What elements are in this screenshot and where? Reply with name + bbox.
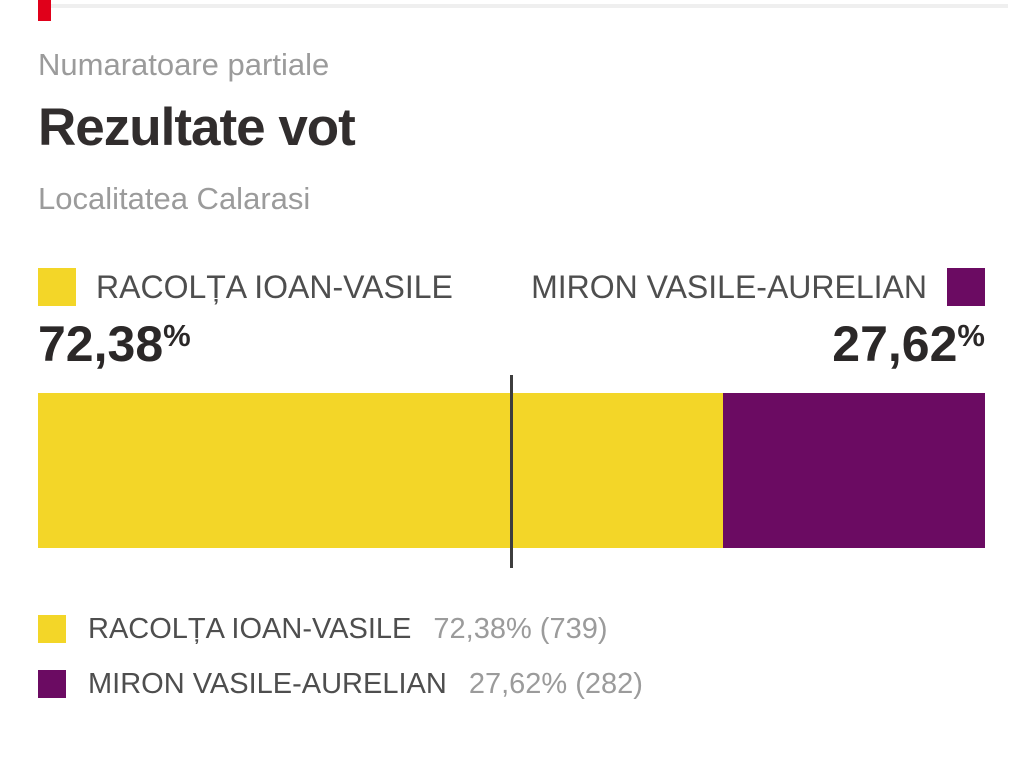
bottom-legend-row-2: MIRON VASILE-AURELIAN 27,62% (282): [38, 668, 985, 700]
candidate-2-swatch-icon: [947, 268, 985, 306]
candidate-1-name: RACOLȚA IOAN-VASILE: [96, 268, 453, 305]
candidate-1-percent-value: 72,38: [38, 316, 164, 372]
bottom-legend: RACOLȚA IOAN-VASILE 72,38% (739) MIRON V…: [38, 613, 985, 723]
candidate-2-swatch-icon: [38, 670, 66, 698]
result-bar-area: [38, 375, 985, 568]
bar-segment-0: [38, 393, 724, 548]
top-divider: [38, 4, 1008, 8]
candidate-1-percent: 72,38%: [38, 318, 191, 371]
candidate-1-swatch-icon: [38, 615, 66, 643]
candidate-1-result: 72,38% (739): [433, 612, 608, 645]
candidate-1-percent-unit: %: [163, 318, 191, 353]
candidate-2-name: MIRON VASILE-AURELIAN: [531, 268, 927, 305]
brand-red-mark: [38, 0, 51, 21]
candidate-2-name: MIRON VASILE-AURELIAN: [88, 667, 447, 700]
candidate-2-percent-value: 27,62: [832, 316, 958, 372]
top-legend-candidate-1: RACOLȚA IOAN-VASILE: [38, 268, 453, 306]
page-title: Rezultate vot: [38, 98, 356, 157]
location-subtitle: Localitatea Calarasi: [38, 181, 311, 216]
fifty-percent-midline: [510, 375, 513, 568]
candidate-2-percent-unit: %: [957, 318, 985, 353]
percent-row: 72,38% 27,62%: [38, 318, 985, 372]
bottom-legend-row-1: RACOLȚA IOAN-VASILE 72,38% (739): [38, 613, 985, 645]
bar-segment-1: [723, 393, 985, 548]
top-legend-candidate-2: MIRON VASILE-AURELIAN: [531, 268, 985, 306]
candidate-2-result: 27,62% (282): [468, 667, 643, 700]
candidate-1-swatch-icon: [38, 268, 76, 306]
candidate-2-percent: 27,62%: [832, 318, 985, 371]
top-legend: RACOLȚA IOAN-VASILE MIRON VASILE-AURELIA…: [38, 267, 985, 307]
candidate-1-name: RACOLȚA IOAN-VASILE: [88, 612, 412, 645]
stacked-result-bar: [38, 393, 985, 548]
kicker-text: Numaratoare partiale: [38, 47, 330, 82]
